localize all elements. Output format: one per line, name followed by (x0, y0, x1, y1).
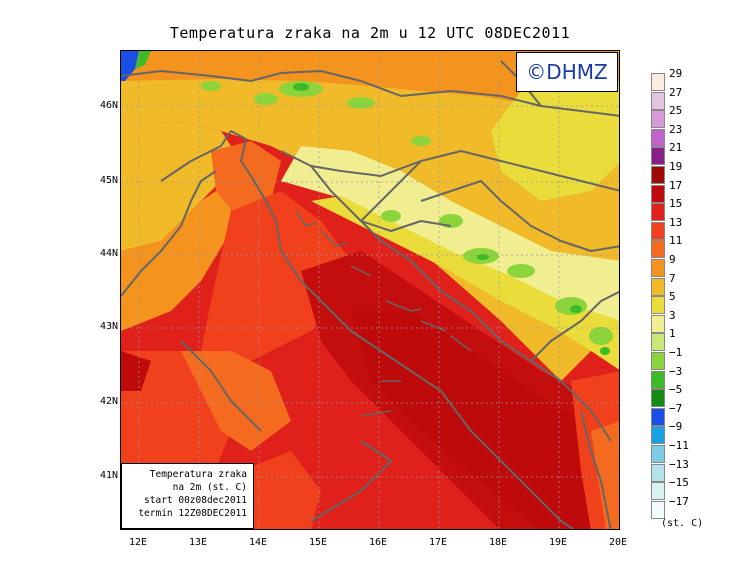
legend-swatch (651, 73, 665, 91)
legend-swatch (651, 500, 665, 519)
legend-swatch (651, 221, 665, 240)
legend-label: −9 (669, 420, 683, 434)
legend-swatch (651, 147, 665, 166)
legend-label: −5 (669, 383, 683, 397)
legend-label: −17 (669, 494, 689, 508)
lon-label-14e: 14E (248, 537, 268, 548)
legend-swatch (651, 333, 665, 352)
legend-swatch (651, 240, 665, 259)
legend-swatch (651, 277, 665, 296)
legend-label: −11 (669, 439, 689, 452)
temperature-map (120, 50, 620, 530)
lat-label-45n: 45N (99, 175, 118, 186)
lat-label-41n: 41N (99, 470, 118, 481)
legend-swatch (651, 389, 665, 408)
legend-label: 21 (669, 141, 683, 155)
legend-label: 19 (669, 160, 683, 173)
legend-swatch (651, 128, 665, 147)
lat-label-42n: 42N (99, 396, 118, 407)
lat-label-46n: 46N (99, 100, 118, 111)
legend-swatch (651, 352, 665, 370)
temperature-field (121, 51, 619, 529)
legend-swatch (651, 259, 665, 277)
legend-units: (st. C) (661, 518, 704, 529)
legend-swatch (651, 482, 665, 501)
legend-label: 9 (669, 253, 676, 266)
legend-swatch (651, 203, 665, 222)
legend-label: −15 (669, 476, 689, 490)
legend-swatch (651, 110, 665, 129)
lon-label-19e: 19E (548, 537, 568, 548)
lon-label-17e: 17E (428, 537, 448, 548)
legend-label: 17 (669, 178, 683, 192)
legend-label: −1 (669, 346, 683, 359)
legend-label: 27 (669, 85, 683, 99)
legend-label: 1 (669, 327, 676, 341)
legend-label: −13 (669, 457, 689, 471)
legend-swatch (651, 445, 665, 463)
legend-label: 7 (669, 271, 676, 285)
lat-label-43n: 43N (99, 321, 118, 332)
legend-label: 29 (669, 67, 683, 80)
lon-label-12e: 12E (128, 537, 148, 548)
legend-label: 5 (669, 290, 676, 304)
lat-label-44n: 44N (99, 248, 118, 259)
lon-label-18e: 18E (488, 537, 508, 548)
legend-swatch (651, 166, 665, 184)
legend-label: 15 (669, 197, 683, 211)
legend-label: 11 (669, 234, 683, 248)
legend-swatch (651, 314, 665, 333)
legend-label: −3 (669, 364, 683, 378)
legend-swatch (651, 463, 665, 482)
map-title: Temperatura zraka na 2m u 12 UTC 08DEC20… (169, 24, 571, 42)
legend-label: 3 (669, 308, 676, 322)
lon-label-20e: 20E (608, 537, 628, 548)
info-box: Temperatura zraka na 2m (st. C) start 00… (121, 463, 254, 529)
legend-swatch (651, 91, 665, 110)
legend-swatch (651, 407, 665, 426)
info-line: Temperatura zraka (149, 469, 247, 480)
legend-label: 25 (669, 104, 683, 118)
lon-label-13e: 13E (188, 537, 208, 548)
info-line: start 00z08dec2011 (144, 495, 247, 506)
legend-swatch (651, 426, 665, 445)
legend-label: 13 (669, 215, 683, 229)
info-line: termin 12Z08DEC2011 (138, 508, 247, 519)
info-line: na 2m (st. C) (172, 482, 247, 493)
legend-swatch (651, 370, 665, 389)
legend-label: 23 (669, 122, 683, 136)
lon-label-15e: 15E (308, 537, 328, 548)
lon-label-16e: 16E (368, 537, 388, 548)
dhmz-logo: ©DHMZ (516, 52, 618, 92)
legend-swatch (651, 184, 665, 203)
legend-swatch (651, 296, 665, 315)
legend-label: −7 (669, 401, 683, 415)
